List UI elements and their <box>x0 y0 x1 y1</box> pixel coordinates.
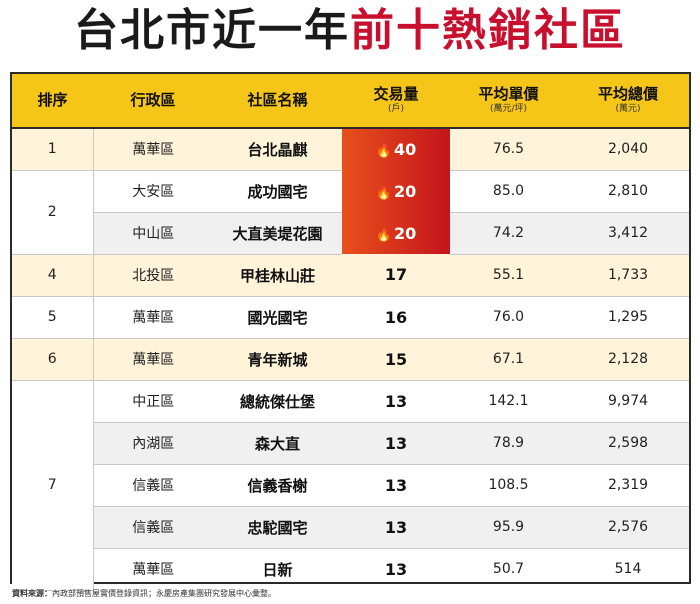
total-price-cell: 2,810 <box>567 170 689 213</box>
table-row: 2 大安區 成功國宅 🔥 20 85.0 2,810 <box>12 170 689 255</box>
volume-cell: 13 <box>384 559 408 579</box>
district-cell: 信義區 <box>93 464 213 507</box>
total-price-cell: 9,974 <box>567 380 689 423</box>
volume-value: 40 <box>393 140 417 159</box>
community-cell: 台北晶麒 <box>213 128 342 171</box>
total-price-cell: 2,040 <box>567 128 689 171</box>
volume-cell: 13 <box>342 380 450 423</box>
ranking-table-frame: 排序 行政區 社區名稱 交易量 (戶) 平均單價 (萬元/坪) 平均總價 (萬元) 1… <box>10 72 691 591</box>
volume-cell: 17 <box>342 254 450 297</box>
community-cell: 成功國宅 <box>213 170 342 213</box>
table-row: 7 中正區 總統傑仕堡 13 142.1 9,974 <box>12 380 689 591</box>
header-volume-label: 交易量 <box>373 85 419 103</box>
total-price-cell: 2,128 <box>567 338 689 381</box>
unit-price-cell: 142.1 <box>450 380 567 423</box>
district-cell: 大安區 <box>93 170 213 213</box>
community-cell: 信義香榭 <box>213 464 342 507</box>
header-volume: 交易量 (戶) <box>342 74 450 129</box>
header-total-price-label: 平均總價 <box>597 85 658 103</box>
community-cell: 總統傑仕堡 <box>213 380 342 423</box>
volume-cell: 16 <box>342 296 450 339</box>
volume-cell: 13 <box>342 464 450 507</box>
rank-cell: 1 <box>12 128 94 171</box>
unit-price-cell: 50.7 <box>492 561 525 578</box>
unit-price-cell: 67.1 <box>450 338 567 381</box>
total-price-cell: 1,295 <box>567 296 689 339</box>
unit-price-cell: 95.9 <box>450 506 567 549</box>
ranking-table: 排序 行政區 社區名稱 交易量 (戶) 平均單價 (萬元/坪) 平均總價 (萬元) 1… <box>12 74 689 591</box>
rank-cell: 4 <box>12 254 94 297</box>
header-unit-price-label: 平均單價 <box>478 85 539 103</box>
title-main: 台北市近一年 <box>74 5 350 56</box>
community-cell: 大直美堤花園 <box>213 212 342 255</box>
header-unit-price: 平均單價 (萬元/坪) <box>450 74 567 129</box>
table-header-row: 排序 行政區 社區名稱 交易量 (戶) 平均單價 (萬元/坪) 平均總價 (萬元) <box>12 74 689 129</box>
fire-icon: 🔥 <box>375 144 392 159</box>
volume-cell: 🔥 20 <box>342 212 450 254</box>
header-community: 社區名稱 <box>213 74 342 129</box>
header-volume-unit: (戶) <box>387 104 405 114</box>
fire-icon: 🔥 <box>375 185 392 201</box>
source-label: 資料來源： <box>12 589 52 598</box>
community-cell: 青年新城 <box>213 338 342 381</box>
source-text: 內政部預售屋實價登錄資訊；永慶房產集團研究發展中心彙整。 <box>52 589 276 598</box>
district-cell: 北投區 <box>93 254 213 297</box>
district-cell: 萬華區 <box>93 128 213 171</box>
table-row: 信義區 忠駝國宅 13 95.9 2,576 <box>12 506 689 549</box>
volume-cell: 🔥 40 <box>342 128 450 170</box>
unit-price-cell: 78.9 <box>450 422 567 465</box>
header-unit-price-unit: (萬元/坪) <box>489 104 528 114</box>
total-price-cell: 3,412 <box>567 212 689 255</box>
table-row: 內湖區 森大直 13 78.9 2,598 <box>12 422 689 465</box>
header-rank: 排序 <box>12 74 93 129</box>
district-cell: 萬華區 <box>132 562 175 579</box>
total-price-cell: 514 <box>614 561 642 578</box>
district-cell: 中山區 <box>93 212 213 255</box>
rank-cell: 7 <box>12 380 94 591</box>
community-cell: 國光國宅 <box>213 296 342 339</box>
unit-price-cell: 85.0 <box>450 170 567 213</box>
header-district: 行政區 <box>93 74 213 129</box>
source-note: 資料來源：內政部預售屋實價登錄資訊；永慶房產集團研究發展中心彙整。 <box>12 588 276 599</box>
table-row: 4 北投區 甲桂林山莊 17 55.1 1,733 <box>12 254 689 297</box>
total-price-cell: 2,576 <box>567 506 689 549</box>
unit-price-cell: 74.2 <box>450 212 567 255</box>
unit-price-cell: 108.5 <box>450 464 567 507</box>
volume-cell: 15 <box>342 338 450 381</box>
table-row: 中山區 大直美堤花園 🔥 20 74.2 3,412 <box>12 212 689 255</box>
volume-cell: 13 <box>342 506 450 549</box>
district-cell: 中正區 <box>93 380 213 423</box>
rank-cell: 6 <box>12 338 94 381</box>
header-total-price: 平均總價 (萬元) <box>567 74 689 129</box>
header-total-price-unit: (萬元) <box>615 104 641 114</box>
total-price-cell: 2,319 <box>567 464 689 507</box>
page-title: 台北市近一年前十熱銷社區 <box>0 0 700 64</box>
unit-price-cell: 76.5 <box>450 128 567 171</box>
table-row: 萬華區 日新 13 50.7 514 <box>12 548 689 590</box>
community-cell: 忠駝國宅 <box>213 506 342 549</box>
community-cell: 日新 <box>262 560 293 579</box>
unit-price-cell: 55.1 <box>450 254 567 297</box>
table-row: 6 萬華區 青年新城 15 67.1 2,128 <box>12 338 689 381</box>
fire-icon: 🔥 <box>375 227 392 243</box>
table-row: 5 萬華區 國光國宅 16 76.0 1,295 <box>12 296 689 339</box>
volume-value: 20 <box>393 181 417 201</box>
district-cell: 萬華區 <box>93 296 213 339</box>
district-cell: 內湖區 <box>93 422 213 465</box>
rank-cell: 5 <box>12 296 94 339</box>
title-accent: 前十熱銷社區 <box>350 5 626 56</box>
district-cell: 萬華區 <box>93 338 213 381</box>
volume-value: 20 <box>393 223 417 243</box>
rank-cell: 2 <box>12 170 94 255</box>
table-row: 信義區 信義香榭 13 108.5 2,319 <box>12 464 689 507</box>
unit-price-cell: 76.0 <box>450 296 567 339</box>
volume-cell: 13 <box>342 422 450 465</box>
district-cell: 信義區 <box>93 506 213 549</box>
volume-cell: 🔥 20 <box>342 170 450 212</box>
community-cell: 森大直 <box>213 422 342 465</box>
community-cell: 甲桂林山莊 <box>213 254 342 297</box>
total-price-cell: 2,598 <box>567 422 689 465</box>
table-row: 1 萬華區 台北晶麒 🔥 40 76.5 2,040 <box>12 128 689 171</box>
total-price-cell: 1,733 <box>567 254 689 297</box>
